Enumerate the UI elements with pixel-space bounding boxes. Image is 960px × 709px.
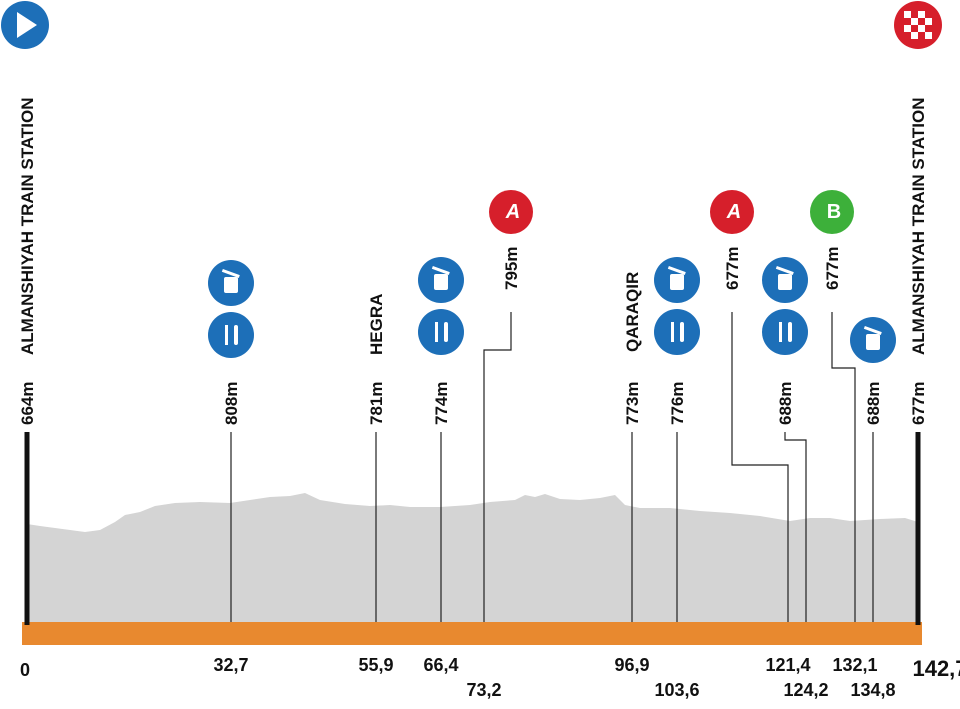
waste-zone-icon xyxy=(418,257,464,303)
sprint-badge xyxy=(489,190,533,234)
km-label: 121,4 xyxy=(765,655,810,675)
altitude-label: 677m xyxy=(723,247,742,290)
start-km: 0 xyxy=(20,660,30,680)
altitude-label: 688m xyxy=(776,382,795,425)
icon-glyph xyxy=(680,322,684,342)
altitude-label: 677m xyxy=(823,247,842,290)
place-name: HEGRA xyxy=(367,294,386,355)
leader-line xyxy=(784,432,807,622)
leader-line xyxy=(831,312,856,622)
km-label: 66,4 xyxy=(423,655,458,675)
icon-circle xyxy=(654,309,700,355)
altitude-label: 795m xyxy=(502,247,521,290)
km-label: 134,8 xyxy=(850,680,895,700)
badge-letter: A xyxy=(505,201,520,223)
finish-km: 142,7 xyxy=(912,656,960,681)
waste-zone-icon xyxy=(762,257,808,303)
start-icon xyxy=(1,1,49,49)
finish-altitude: 677m xyxy=(909,382,928,425)
waste-zone-icon xyxy=(654,257,700,303)
icon-glyph xyxy=(775,265,794,275)
sprint-badge xyxy=(710,190,754,234)
start-name: ALMANSHIYAH TRAIN STATION xyxy=(18,97,37,355)
start-altitude: 664m xyxy=(18,382,37,425)
km-label: 103,6 xyxy=(654,680,699,700)
feed-zone-icon xyxy=(418,309,464,355)
icon-glyph xyxy=(435,322,438,342)
icon-glyph xyxy=(671,322,674,342)
icon-glyph xyxy=(667,265,686,275)
waste-zone-icon xyxy=(208,260,254,306)
icon-glyph xyxy=(866,334,880,350)
icon-glyph xyxy=(788,322,792,342)
icon-circle xyxy=(762,309,808,355)
icon-glyph xyxy=(670,274,684,290)
road-bar xyxy=(22,622,922,645)
waste-zone-icon xyxy=(850,317,896,363)
altitude-label: 776m xyxy=(668,382,687,425)
altitude-label: 773m xyxy=(623,382,642,425)
altitude-label: 688m xyxy=(864,382,883,425)
altitude-label: 808m xyxy=(222,382,241,425)
icon-glyph xyxy=(863,325,882,335)
km-label: 32,7 xyxy=(213,655,248,675)
icon-glyph xyxy=(444,322,448,342)
icon-glyph xyxy=(221,268,240,278)
feed-zone-icon xyxy=(762,309,808,355)
icon-glyph xyxy=(224,277,238,293)
km-label: 96,9 xyxy=(614,655,649,675)
finish-icon xyxy=(894,1,942,49)
finish-name: ALMANSHIYAH TRAIN STATION xyxy=(909,97,928,355)
icon-glyph xyxy=(234,325,238,345)
icon-glyph xyxy=(434,274,448,290)
icon-circle xyxy=(418,309,464,355)
km-label: 132,1 xyxy=(832,655,877,675)
altitude-label: 781m xyxy=(367,382,386,425)
badge-letter: A xyxy=(726,201,741,223)
km-label: 124,2 xyxy=(783,680,828,700)
feed-zone-icon xyxy=(208,312,254,358)
km-label: 73,2 xyxy=(466,680,501,700)
elevation-area xyxy=(27,493,918,622)
icon-glyph xyxy=(779,322,782,342)
icon-glyph xyxy=(431,265,450,275)
icon-glyph xyxy=(225,325,228,345)
altitude-label: 774m xyxy=(432,382,451,425)
leader-line xyxy=(483,312,512,622)
place-name: QARAQIR xyxy=(623,272,642,352)
km-label: 55,9 xyxy=(358,655,393,675)
sprint-badge xyxy=(810,190,854,234)
feed-zone-icon xyxy=(654,309,700,355)
icon-glyph xyxy=(778,274,792,290)
leader-line xyxy=(731,312,789,622)
icon-circle xyxy=(208,312,254,358)
badge-letter: B xyxy=(827,201,841,223)
